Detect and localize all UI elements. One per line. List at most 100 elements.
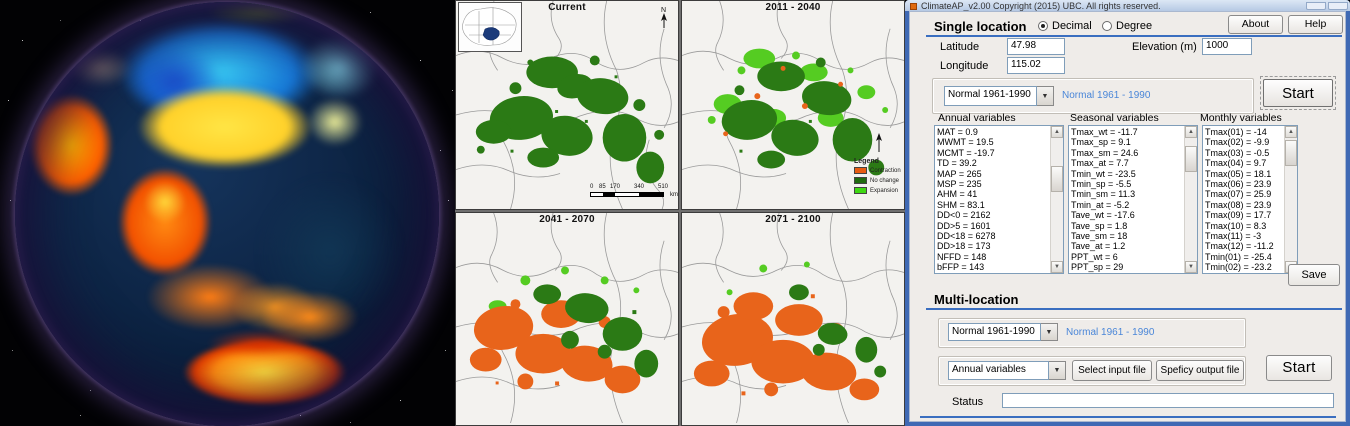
- list-item[interactable]: AHM = 41: [937, 189, 978, 200]
- variables-combobox[interactable]: Annual variables ▼: [948, 361, 1066, 380]
- annual-variables-list[interactable]: MAT = 0.9 MWMT = 19.5 MCMT = -19.7 TD = 39.…: [934, 125, 1064, 274]
- list-item[interactable]: TD = 39.2: [937, 158, 977, 169]
- list-item[interactable]: Tave_wt = -17.6: [1071, 210, 1135, 221]
- list-item[interactable]: Tmax(07) = 25.9: [1205, 189, 1272, 200]
- list-item[interactable]: Tmin(01) = -25.4: [1205, 251, 1272, 262]
- list-item[interactable]: Tmax(03) = -0.5: [1205, 147, 1270, 158]
- multi-start-button[interactable]: Start: [1266, 355, 1332, 381]
- scroll-track[interactable]: [1285, 138, 1297, 261]
- list-item[interactable]: Tmin_sm = 11.3: [1071, 189, 1136, 200]
- map-panel-current: Current N 0 85 170 340 510 km: [455, 0, 679, 210]
- longitude-input[interactable]: 115.02: [1007, 57, 1065, 74]
- list-item[interactable]: Tmax(06) = 23.9: [1205, 179, 1272, 190]
- globe-heat-japan: [295, 87, 375, 157]
- list-item[interactable]: Tmax_wt = -11.7: [1071, 127, 1138, 137]
- scroll-down-icon[interactable]: ▼: [1051, 261, 1063, 273]
- starfield: [0, 0, 1, 1]
- list-item[interactable]: MAP = 265: [937, 168, 982, 179]
- scrollbar[interactable]: ▲ ▼: [1284, 126, 1297, 273]
- window-titlebar[interactable]: ClimateAP_v2.00 Copyright (2015) UBC. Al…: [905, 0, 1350, 11]
- specify-output-file-button[interactable]: Speficy output file: [1156, 360, 1244, 381]
- list-item[interactable]: Tmax_sp = 9.1: [1071, 137, 1131, 148]
- list-item[interactable]: SHM = 83.1: [937, 199, 985, 210]
- list-item[interactable]: Tmax(09) = 17.7: [1205, 210, 1272, 221]
- list-item[interactable]: Tmax(12) = -11.2: [1205, 241, 1274, 252]
- list-item[interactable]: PPT_wt = 6: [1071, 251, 1118, 262]
- help-button[interactable]: Help: [1288, 15, 1343, 34]
- radio-unselected-icon[interactable]: [1102, 21, 1112, 31]
- latitude-input[interactable]: 47.98: [1007, 38, 1065, 55]
- save-button[interactable]: Save: [1288, 264, 1340, 286]
- scroll-down-icon[interactable]: ▼: [1185, 261, 1197, 273]
- map-legend: Legend Contraction No change Expansion: [854, 158, 904, 197]
- list-item[interactable]: NFFD = 148: [937, 251, 987, 262]
- about-button[interactable]: About: [1228, 15, 1283, 34]
- list-item[interactable]: Tmin_at = -5.2: [1071, 199, 1130, 210]
- list-item[interactable]: MWMT = 19.5: [937, 137, 994, 148]
- chevron-down-icon[interactable]: ▼: [1041, 323, 1058, 341]
- list-item[interactable]: Tmin(02) = -23.2: [1205, 262, 1272, 273]
- list-item[interactable]: Tmax(02) = -9.9: [1205, 137, 1270, 148]
- minimize-button[interactable]: [1306, 2, 1326, 10]
- select-input-file-button[interactable]: Select input file: [1072, 360, 1152, 381]
- decimal-radio-label: Decimal: [1052, 20, 1092, 32]
- close-button[interactable]: [1328, 2, 1348, 10]
- monthly-variables-list[interactable]: Tmax(01) = -14 Tmax(02) = -9.9 Tmax(03) = …: [1202, 125, 1298, 274]
- list-item[interactable]: DD>5 = 1601: [937, 220, 991, 231]
- scroll-thumb[interactable]: [1185, 146, 1197, 172]
- multi-period-combobox[interactable]: Normal 1961-1990 ▼: [948, 323, 1058, 341]
- list-item[interactable]: DD>18 = 173: [937, 241, 991, 252]
- list-item[interactable]: Tave_sm = 18: [1071, 231, 1128, 242]
- scroll-thumb[interactable]: [1051, 166, 1063, 192]
- scrollbar[interactable]: ▲ ▼: [1050, 126, 1063, 273]
- globe-heat-india: [15, 77, 155, 247]
- list-item[interactable]: Tave_sp = 1.8: [1071, 220, 1128, 231]
- map-title-2011-2040: 2011 - 2040: [765, 2, 821, 13]
- list-item[interactable]: Tmax(05) = 18.1: [1205, 168, 1272, 179]
- degree-radio[interactable]: Degree: [1102, 20, 1152, 32]
- radio-selected-icon[interactable]: [1038, 21, 1048, 31]
- start-button[interactable]: Start: [1263, 79, 1333, 107]
- scroll-thumb[interactable]: [1285, 140, 1297, 166]
- start-button-frame: Start: [1260, 76, 1336, 110]
- elevation-input[interactable]: 1000: [1202, 38, 1252, 55]
- chevron-down-icon[interactable]: ▼: [1037, 86, 1054, 106]
- list-item[interactable]: Tmax(08) = 23.9: [1205, 199, 1272, 210]
- scalebar-tick: 85: [599, 184, 606, 190]
- list-item[interactable]: MSP = 235: [937, 179, 982, 190]
- globe-heat-china: [110, 72, 340, 182]
- period-combobox[interactable]: Normal 1961-1990 ▼: [944, 86, 1054, 106]
- list-item[interactable]: MAT = 0.9: [937, 127, 978, 137]
- chevron-down-icon[interactable]: ▼: [1049, 361, 1066, 380]
- scroll-track[interactable]: [1051, 138, 1063, 261]
- list-item[interactable]: Tmax(11) = -3: [1205, 231, 1262, 242]
- list-item[interactable]: Tmax(04) = 9.7: [1205, 158, 1267, 169]
- variables-combobox-value[interactable]: Annual variables: [948, 361, 1049, 380]
- scroll-up-icon[interactable]: ▲: [1285, 126, 1297, 138]
- annual-items: MAT = 0.9 MWMT = 19.5 MCMT = -19.7 TD = 39.…: [935, 126, 1050, 273]
- list-item[interactable]: Tmax_at = 7.7: [1071, 158, 1129, 169]
- list-item[interactable]: MCMT = -19.7: [937, 147, 995, 158]
- list-item[interactable]: PPT_sp = 29: [1071, 262, 1124, 273]
- scroll-track[interactable]: [1185, 138, 1197, 261]
- list-item[interactable]: bFFP = 143: [937, 262, 985, 273]
- decimal-radio[interactable]: Decimal: [1038, 20, 1092, 32]
- scroll-up-icon[interactable]: ▲: [1185, 126, 1197, 138]
- list-item[interactable]: Tmin_wt = -23.5: [1071, 168, 1136, 179]
- list-item[interactable]: Tmax(10) = 8.3: [1205, 220, 1267, 231]
- scroll-up-icon[interactable]: ▲: [1051, 126, 1063, 138]
- globe-heat-indochina-core: [135, 172, 195, 232]
- list-item[interactable]: DD<0 = 2162: [937, 210, 991, 221]
- list-item[interactable]: Tmax(01) = -14: [1205, 127, 1267, 137]
- list-item[interactable]: Tave_at = 1.2: [1071, 241, 1126, 252]
- legend-row-contraction: Contraction: [854, 167, 904, 174]
- multi-period-combobox-value[interactable]: Normal 1961-1990: [948, 323, 1041, 341]
- scalebar-tick: 170: [610, 184, 621, 190]
- scrollbar[interactable]: ▲ ▼: [1184, 126, 1197, 273]
- seasonal-variables-list[interactable]: Tmax_wt = -11.7 Tmax_sp = 9.1 Tmax_sm = 24…: [1068, 125, 1198, 274]
- list-item[interactable]: DD<18 = 6278: [937, 231, 996, 242]
- globe-visualization: [0, 0, 455, 426]
- list-item[interactable]: Tmin_sp = -5.5: [1071, 179, 1132, 190]
- period-combobox-value[interactable]: Normal 1961-1990: [944, 86, 1037, 106]
- list-item[interactable]: Tmax_sm = 24.6: [1071, 147, 1139, 158]
